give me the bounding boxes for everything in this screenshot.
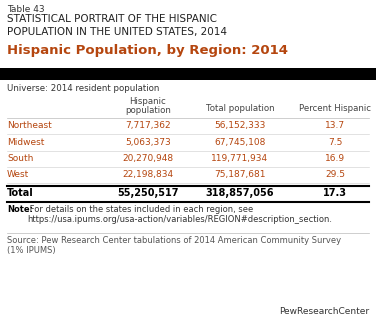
Text: Source: Pew Research Center tabulations of 2014 American Community Survey
(1% IP: Source: Pew Research Center tabulations … bbox=[7, 236, 341, 256]
Text: 7,717,362: 7,717,362 bbox=[125, 121, 171, 130]
Text: South: South bbox=[7, 154, 33, 163]
Text: 7.5: 7.5 bbox=[328, 138, 342, 147]
Text: 119,771,934: 119,771,934 bbox=[211, 154, 268, 163]
Text: Table 43: Table 43 bbox=[7, 5, 45, 14]
Text: 67,745,108: 67,745,108 bbox=[214, 138, 266, 147]
Text: population: population bbox=[125, 106, 171, 115]
Text: 5,063,373: 5,063,373 bbox=[125, 138, 171, 147]
Text: 22,198,834: 22,198,834 bbox=[123, 170, 174, 179]
Text: 17.3: 17.3 bbox=[323, 188, 347, 198]
Text: 29.5: 29.5 bbox=[325, 170, 345, 179]
Text: Northeast: Northeast bbox=[7, 121, 52, 130]
Text: Percent Hispanic: Percent Hispanic bbox=[299, 104, 371, 113]
Text: STATISTICAL PORTRAIT OF THE HISPANIC
POPULATION IN THE UNITED STATES, 2014: STATISTICAL PORTRAIT OF THE HISPANIC POP… bbox=[7, 14, 227, 37]
Text: Total population: Total population bbox=[206, 104, 274, 113]
Text: For details on the states included in each region, see
https://usa.ipums.org/usa: For details on the states included in ea… bbox=[27, 205, 332, 224]
Text: Hispanic: Hispanic bbox=[130, 97, 166, 106]
Text: 75,187,681: 75,187,681 bbox=[214, 170, 266, 179]
Text: West: West bbox=[7, 170, 29, 179]
Text: 16.9: 16.9 bbox=[325, 154, 345, 163]
Text: 56,152,333: 56,152,333 bbox=[214, 121, 266, 130]
Text: PewResearchCenter: PewResearchCenter bbox=[279, 307, 369, 316]
Text: 55,250,517: 55,250,517 bbox=[117, 188, 179, 198]
Text: 318,857,056: 318,857,056 bbox=[206, 188, 274, 198]
Text: Note:: Note: bbox=[7, 205, 33, 214]
Text: Total: Total bbox=[7, 188, 34, 198]
Text: 20,270,948: 20,270,948 bbox=[123, 154, 174, 163]
Text: Hispanic Population, by Region: 2014: Hispanic Population, by Region: 2014 bbox=[7, 44, 288, 57]
Text: Universe: 2014 resident population: Universe: 2014 resident population bbox=[7, 84, 159, 93]
Text: 13.7: 13.7 bbox=[325, 121, 345, 130]
Text: Midwest: Midwest bbox=[7, 138, 44, 147]
